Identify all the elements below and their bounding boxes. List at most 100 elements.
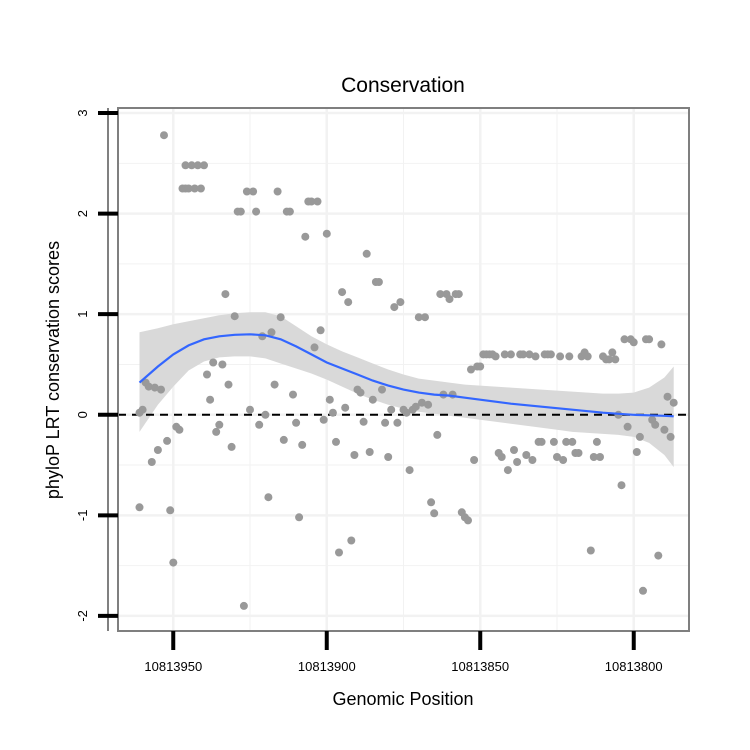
y-tick-label: 3 [75, 109, 90, 116]
data-point [196, 184, 205, 193]
y-tick-label: 1 [75, 311, 90, 318]
data-point [402, 408, 411, 417]
data-point [611, 355, 620, 364]
data-point [246, 405, 254, 414]
data-point [568, 437, 577, 446]
data-point [341, 403, 350, 412]
data-point [537, 437, 546, 446]
plot-panel-border [117, 107, 690, 632]
data-point [620, 335, 629, 344]
data-point [144, 382, 153, 391]
data-point [206, 395, 215, 404]
data-point [635, 432, 644, 441]
data-point [417, 398, 426, 407]
data-point [285, 207, 294, 216]
data-point [230, 312, 239, 321]
data-point [583, 352, 592, 361]
data-point [157, 385, 165, 394]
data-point [310, 343, 319, 352]
data-point [267, 328, 276, 337]
data-point [411, 402, 420, 411]
data-point [565, 352, 574, 361]
data-point [476, 362, 485, 371]
data-point [289, 390, 297, 399]
data-point [212, 427, 221, 436]
data-point [589, 453, 598, 461]
data-point [200, 161, 208, 170]
data-point [632, 448, 641, 456]
data-point [374, 278, 383, 286]
data-point [592, 437, 601, 446]
data-point [654, 551, 663, 560]
data-point [639, 586, 647, 595]
data-point [166, 506, 175, 515]
x-tick-label: 10813950 [144, 659, 202, 674]
data-point [549, 437, 558, 446]
data-point [393, 418, 402, 427]
data-point [510, 446, 518, 454]
data-point [546, 350, 555, 359]
x-axis: 10813950 10813900 10813850 10813800 [144, 631, 663, 674]
data-point [298, 440, 307, 449]
data-point [236, 207, 245, 216]
data-point [184, 184, 193, 193]
x-tick-label: 10813850 [451, 659, 509, 674]
data-point [617, 481, 626, 490]
y-tick-label: 0 [75, 411, 90, 418]
data-point [153, 446, 162, 454]
data-point [227, 442, 236, 451]
data-point [378, 385, 386, 394]
data-point [147, 458, 156, 466]
y-axis: -2 -1 0 1 2 3 [75, 108, 118, 631]
data-point [405, 466, 414, 475]
data-point [175, 425, 184, 434]
data-point [292, 418, 301, 427]
y-tick-label: -1 [75, 510, 90, 522]
data-point [319, 415, 328, 424]
data-point [666, 432, 675, 441]
y-tick-label: -2 [75, 610, 90, 622]
data-point [503, 466, 512, 475]
data-point [525, 350, 534, 359]
data-point [396, 298, 405, 307]
data-point [187, 161, 196, 170]
data-point [669, 398, 678, 407]
data-point [350, 451, 359, 459]
data-point [553, 453, 561, 461]
data-point [209, 358, 218, 367]
data-point [436, 290, 445, 299]
y-tick-label: 2 [75, 210, 90, 217]
data-point [301, 232, 310, 241]
data-point [150, 383, 159, 392]
data-point [356, 388, 365, 397]
data-point [414, 313, 423, 322]
data-point [623, 422, 632, 431]
data-point [249, 187, 258, 196]
data-point [586, 546, 595, 555]
data-point [381, 418, 390, 427]
data-point [513, 458, 522, 466]
data-point [445, 295, 454, 304]
data-point [430, 509, 439, 518]
data-point [506, 350, 515, 359]
data-point [359, 417, 368, 426]
smooth-curve [138, 333, 674, 418]
data-point [224, 380, 233, 389]
data-point [169, 558, 178, 567]
data-point [335, 548, 343, 557]
data-point [384, 453, 393, 461]
data-point [316, 326, 325, 335]
data-point [218, 360, 227, 369]
data-point [470, 456, 479, 464]
data-point [491, 352, 500, 361]
data-point [279, 435, 288, 444]
data-point [596, 453, 604, 461]
data-points [135, 131, 678, 610]
data-point [322, 229, 331, 238]
data-point [663, 392, 672, 401]
data-point [522, 451, 531, 459]
data-point [193, 161, 202, 170]
data-point [365, 448, 374, 456]
data-point [138, 405, 147, 414]
